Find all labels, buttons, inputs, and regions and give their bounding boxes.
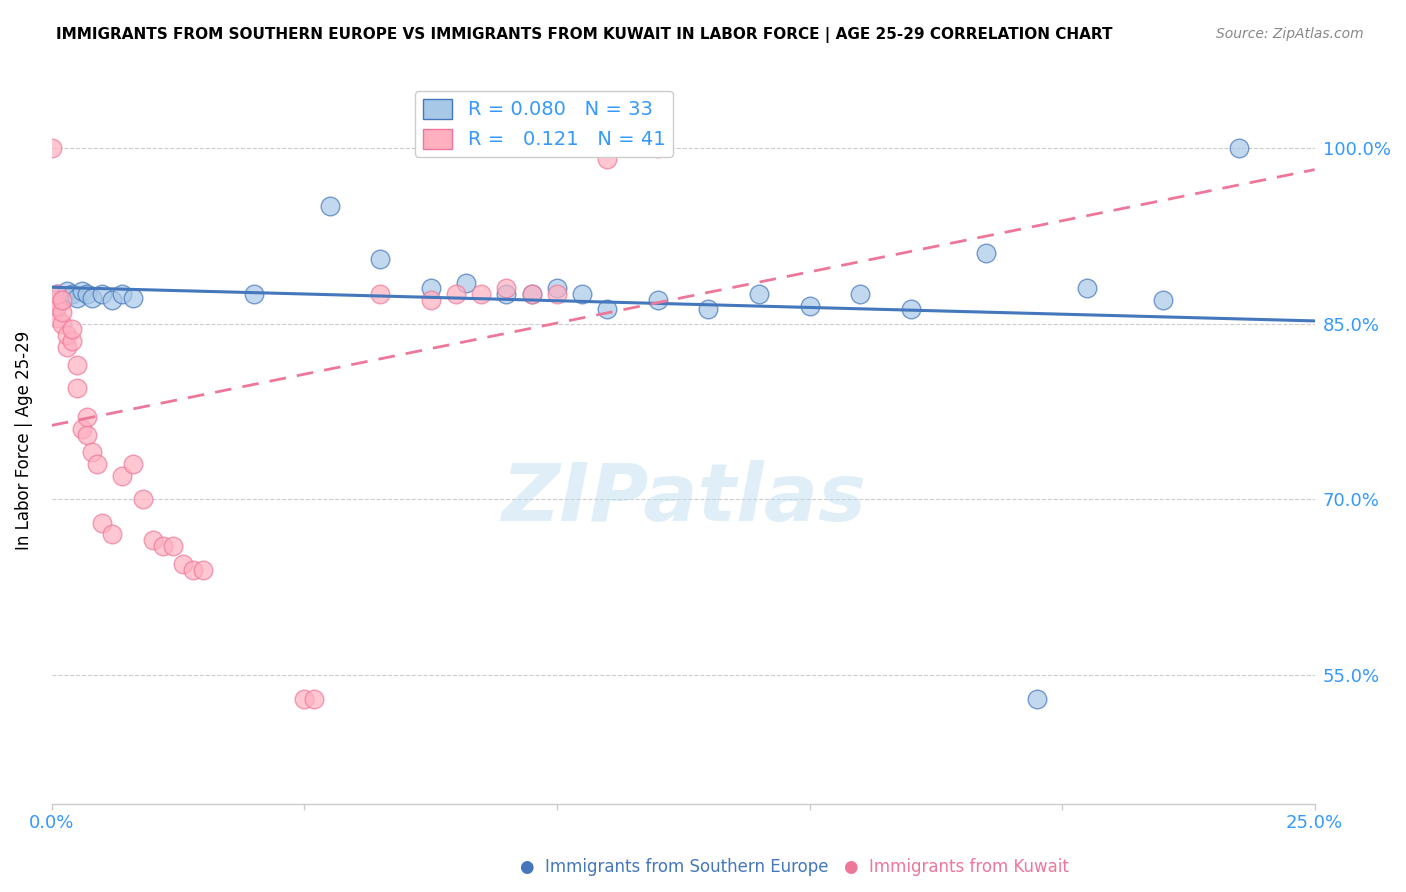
- Point: [82, 445, 104, 459]
- Point: [162, 539, 184, 553]
- Point: [45, 287, 67, 301]
- Point: [60, 334, 83, 348]
- Point: [66, 358, 89, 372]
- Point: [172, 557, 194, 571]
- Point: [41, 293, 63, 307]
- Point: [181, 563, 204, 577]
- Point: [318, 199, 340, 213]
- Point: [111, 468, 134, 483]
- Legend: R = 0.080   N = 33, R =   0.121   N = 41: R = 0.080 N = 33, R = 0.121 N = 41: [415, 91, 673, 157]
- Point: [596, 302, 619, 317]
- Point: [193, 563, 215, 577]
- Text: IMMIGRANTS FROM SOUTHERN EUROPE VS IMMIGRANTS FROM KUWAIT IN LABOR FORCE | AGE 2: IMMIGRANTS FROM SOUTHERN EUROPE VS IMMIG…: [56, 27, 1112, 43]
- Point: [101, 527, 124, 541]
- Point: [1227, 141, 1250, 155]
- Text: ZIPatlas: ZIPatlas: [501, 460, 866, 538]
- Point: [1152, 293, 1174, 307]
- Point: [495, 281, 517, 295]
- Point: [243, 287, 266, 301]
- Point: [121, 457, 143, 471]
- Point: [152, 539, 174, 553]
- Point: [495, 287, 517, 301]
- Point: [91, 516, 114, 530]
- Point: [76, 287, 98, 301]
- Point: [1025, 691, 1047, 706]
- Text: Source: ZipAtlas.com: Source: ZipAtlas.com: [1216, 27, 1364, 41]
- Point: [51, 317, 73, 331]
- Point: [82, 291, 104, 305]
- Point: [56, 328, 79, 343]
- Point: [111, 287, 134, 301]
- Point: [900, 302, 922, 317]
- Point: [45, 310, 67, 325]
- Point: [697, 302, 720, 317]
- Point: [647, 141, 669, 155]
- Y-axis label: In Labor Force | Age 25-29: In Labor Force | Age 25-29: [15, 331, 32, 550]
- Point: [520, 287, 543, 301]
- Point: [76, 410, 98, 425]
- Point: [647, 293, 669, 307]
- Point: [45, 299, 67, 313]
- Point: [304, 691, 326, 706]
- Point: [76, 428, 98, 442]
- Point: [849, 287, 872, 301]
- Point: [520, 287, 543, 301]
- Point: [444, 287, 467, 301]
- Point: [60, 322, 83, 336]
- Point: [292, 691, 315, 706]
- Point: [45, 287, 67, 301]
- Text: ●  Immigrants from Kuwait: ● Immigrants from Kuwait: [844, 858, 1069, 876]
- Point: [596, 153, 619, 167]
- Point: [101, 293, 124, 307]
- Point: [121, 291, 143, 305]
- Point: [470, 287, 492, 301]
- Point: [41, 141, 63, 155]
- Point: [56, 284, 79, 298]
- Point: [454, 276, 477, 290]
- Point: [70, 422, 93, 436]
- Point: [91, 287, 114, 301]
- Point: [66, 291, 89, 305]
- Point: [748, 287, 770, 301]
- Text: ●  Immigrants from Southern Europe: ● Immigrants from Southern Europe: [520, 858, 828, 876]
- Point: [142, 533, 165, 548]
- Point: [60, 287, 83, 301]
- Point: [51, 293, 73, 307]
- Point: [546, 281, 568, 295]
- Point: [51, 305, 73, 319]
- Point: [799, 299, 821, 313]
- Point: [51, 293, 73, 307]
- Point: [419, 281, 441, 295]
- Point: [368, 252, 391, 266]
- Point: [419, 293, 441, 307]
- Point: [56, 340, 79, 354]
- Point: [70, 284, 93, 298]
- Point: [131, 492, 153, 507]
- Point: [546, 287, 568, 301]
- Point: [1076, 281, 1098, 295]
- Point: [368, 287, 391, 301]
- Point: [571, 287, 593, 301]
- Point: [66, 381, 89, 395]
- Point: [86, 457, 108, 471]
- Point: [974, 246, 997, 260]
